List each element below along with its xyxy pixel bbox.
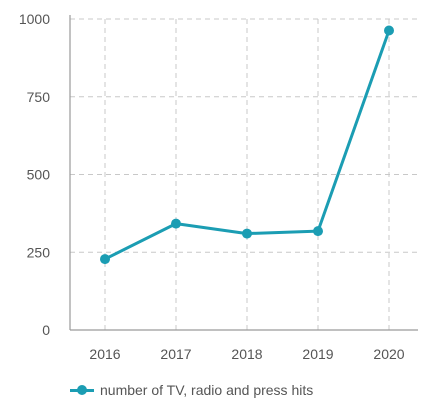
x-tick-label: 2017 (160, 346, 191, 362)
x-axis-ticks: 2016 2017 2018 2019 2020 (89, 346, 404, 362)
legend-marker (70, 384, 94, 396)
y-tick-label: 500 (27, 167, 51, 183)
data-point (242, 228, 252, 239)
y-axis-ticks: 0 250 500 750 1000 (19, 11, 50, 338)
x-tick-label: 2018 (231, 346, 262, 362)
grid (69, 15, 418, 331)
x-tick-label: 2016 (89, 346, 120, 362)
legend: number of TV, radio and press hits (70, 382, 313, 398)
legend-label: number of TV, radio and press hits (100, 382, 314, 398)
y-tick-label: 250 (27, 244, 51, 260)
x-tick-label: 2020 (373, 346, 404, 362)
data-point (100, 254, 110, 265)
data-point (313, 226, 323, 237)
y-tick-label: 0 (42, 322, 50, 338)
series-layer (100, 25, 394, 265)
data-point (384, 25, 394, 36)
data-point (171, 218, 181, 229)
x-tick-label: 2019 (302, 346, 333, 362)
y-tick-label: 750 (27, 89, 51, 105)
y-tick-label: 1000 (19, 11, 50, 27)
